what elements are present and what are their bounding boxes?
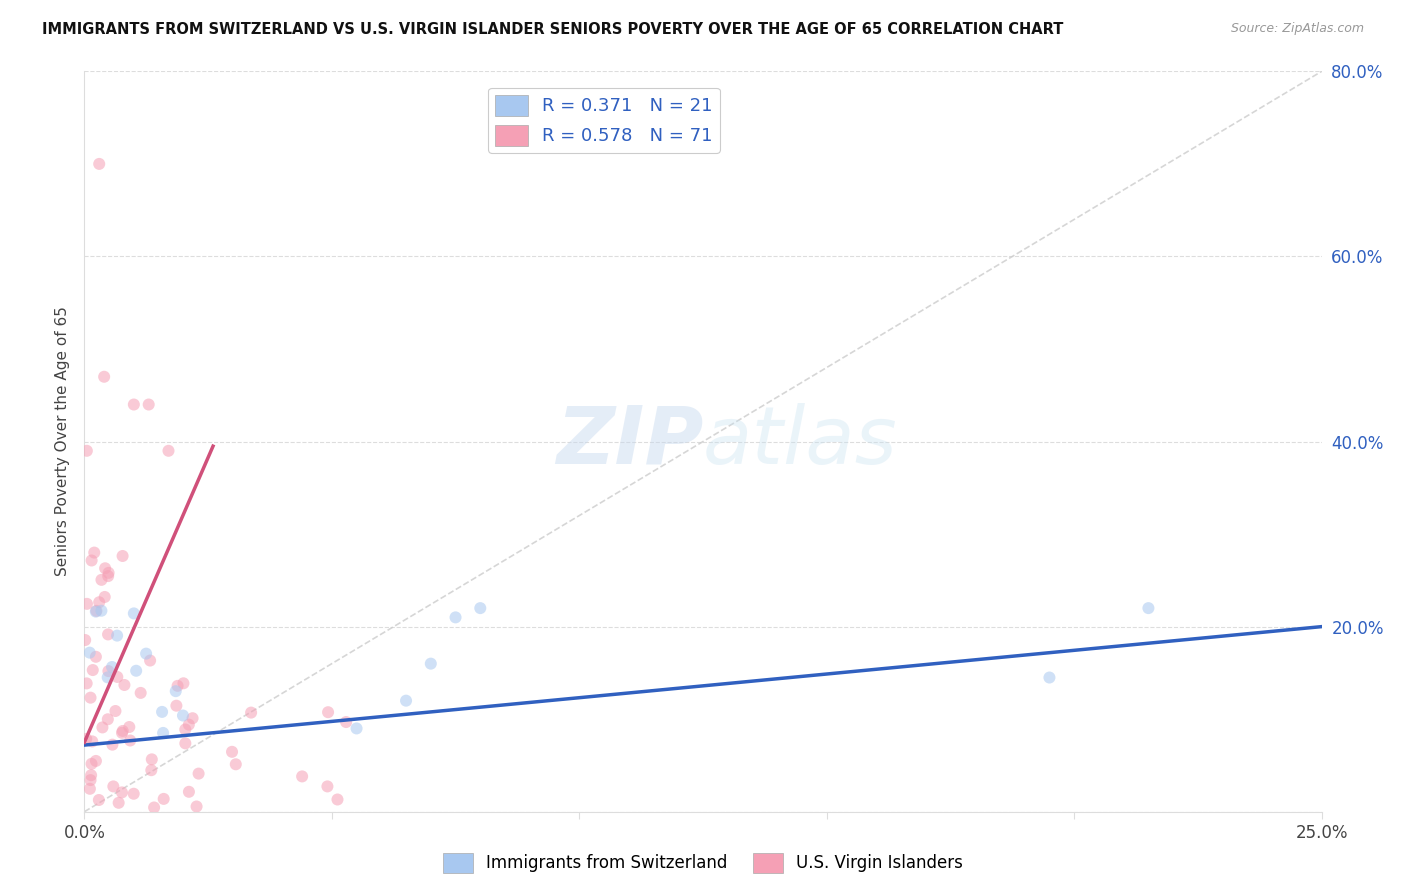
Point bbox=[91, 720, 114, 734]
Point bbox=[105, 629, 128, 643]
Point bbox=[122, 607, 145, 621]
Point bbox=[80, 756, 103, 771]
Point bbox=[335, 714, 357, 729]
Point bbox=[82, 663, 104, 677]
Point bbox=[82, 734, 104, 748]
Point bbox=[97, 627, 120, 641]
Point bbox=[97, 670, 120, 684]
Point bbox=[326, 792, 349, 806]
Point bbox=[135, 647, 157, 661]
Point bbox=[97, 712, 120, 726]
Point bbox=[165, 698, 187, 713]
Point bbox=[94, 561, 117, 575]
Point bbox=[150, 705, 173, 719]
Point bbox=[174, 723, 197, 737]
Point bbox=[1038, 671, 1060, 685]
Point bbox=[107, 796, 129, 810]
Point bbox=[103, 780, 125, 794]
Point bbox=[84, 649, 107, 664]
Point bbox=[1137, 601, 1160, 615]
Point bbox=[90, 604, 112, 618]
Point bbox=[122, 398, 145, 412]
Point bbox=[174, 736, 197, 750]
Point bbox=[97, 566, 120, 580]
Point bbox=[221, 745, 243, 759]
Legend: Immigrants from Switzerland, U.S. Virgin Islanders: Immigrants from Switzerland, U.S. Virgin… bbox=[436, 847, 970, 880]
Point bbox=[186, 799, 208, 814]
Point bbox=[166, 679, 188, 693]
Point bbox=[138, 398, 160, 412]
Point bbox=[152, 726, 174, 740]
Point bbox=[122, 787, 145, 801]
Point bbox=[152, 792, 174, 806]
Text: atlas: atlas bbox=[703, 402, 898, 481]
Point bbox=[89, 595, 111, 609]
Point bbox=[187, 766, 209, 780]
Point bbox=[157, 443, 180, 458]
Point bbox=[181, 711, 204, 725]
Point bbox=[101, 660, 124, 674]
Point bbox=[90, 573, 112, 587]
Point bbox=[141, 752, 163, 766]
Point bbox=[470, 601, 492, 615]
Point bbox=[79, 781, 101, 796]
Point bbox=[76, 676, 98, 690]
Text: ZIP: ZIP bbox=[555, 402, 703, 481]
Point bbox=[125, 664, 148, 678]
Point bbox=[87, 793, 110, 807]
Point bbox=[111, 549, 134, 563]
Point bbox=[80, 553, 103, 567]
Point bbox=[97, 664, 120, 678]
Point bbox=[139, 654, 162, 668]
Point bbox=[111, 723, 134, 738]
Point bbox=[129, 686, 152, 700]
Point bbox=[225, 757, 247, 772]
Text: IMMIGRANTS FROM SWITZERLAND VS U.S. VIRGIN ISLANDER SENIORS POVERTY OVER THE AGE: IMMIGRANTS FROM SWITZERLAND VS U.S. VIRG… bbox=[42, 22, 1063, 37]
Point bbox=[346, 722, 368, 736]
Point bbox=[75, 731, 97, 746]
Point bbox=[101, 738, 124, 752]
Point bbox=[104, 704, 127, 718]
Point bbox=[76, 443, 98, 458]
Point bbox=[419, 657, 441, 671]
Point bbox=[111, 726, 134, 740]
Point bbox=[316, 780, 339, 794]
Point bbox=[76, 597, 98, 611]
Point bbox=[172, 676, 194, 690]
Point bbox=[112, 678, 135, 692]
Point bbox=[172, 708, 194, 723]
Point bbox=[444, 610, 467, 624]
Point bbox=[240, 706, 263, 720]
Point bbox=[93, 590, 115, 604]
Legend: R = 0.371   N = 21, R = 0.578   N = 71: R = 0.371 N = 21, R = 0.578 N = 71 bbox=[488, 87, 720, 153]
Point bbox=[177, 717, 200, 731]
Point bbox=[84, 605, 107, 619]
Point bbox=[141, 763, 163, 777]
Point bbox=[84, 754, 107, 768]
Point bbox=[80, 768, 103, 782]
Point bbox=[111, 785, 134, 799]
Point bbox=[177, 785, 200, 799]
Point bbox=[89, 157, 111, 171]
Point bbox=[86, 604, 108, 618]
Point bbox=[316, 705, 339, 719]
Point bbox=[93, 369, 115, 384]
Point bbox=[79, 690, 101, 705]
Point bbox=[105, 670, 128, 684]
Point bbox=[75, 633, 97, 648]
Point bbox=[120, 733, 142, 747]
Y-axis label: Seniors Poverty Over the Age of 65: Seniors Poverty Over the Age of 65 bbox=[55, 307, 70, 576]
Point bbox=[143, 800, 166, 814]
Point bbox=[83, 545, 105, 560]
Point bbox=[291, 769, 314, 783]
Point bbox=[118, 720, 141, 734]
Point bbox=[165, 684, 187, 698]
Point bbox=[395, 694, 418, 708]
Point bbox=[79, 646, 101, 660]
Point bbox=[97, 569, 120, 583]
Text: Source: ZipAtlas.com: Source: ZipAtlas.com bbox=[1230, 22, 1364, 36]
Point bbox=[79, 773, 101, 788]
